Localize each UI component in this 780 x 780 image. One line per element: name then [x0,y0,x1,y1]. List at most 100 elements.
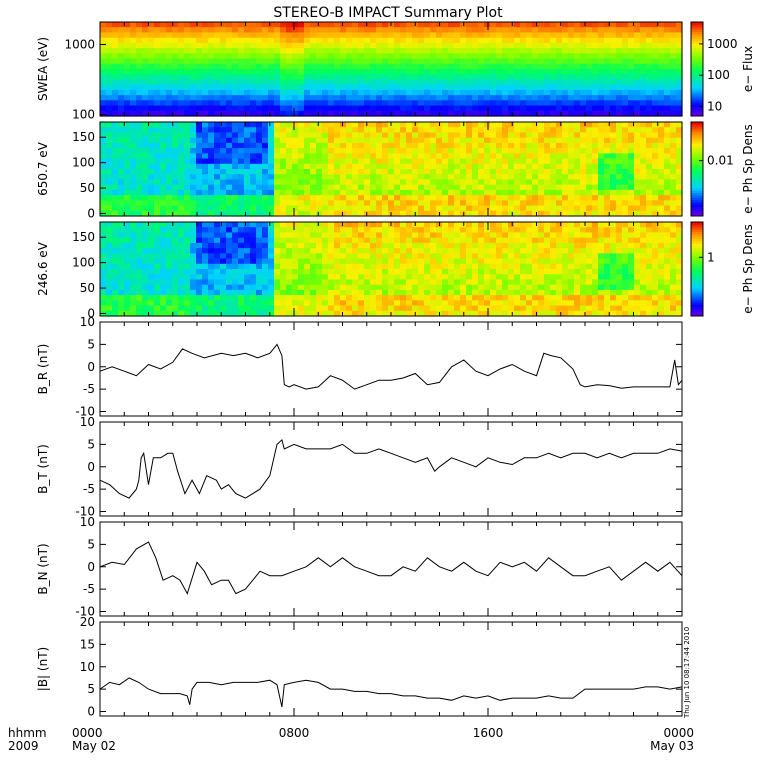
spectrogram-cell [310,63,317,70]
spectrogram-cell [160,189,167,196]
spectrogram-cell [658,63,665,70]
spectrogram-cell [550,89,557,96]
spectrogram-cell [412,132,419,139]
spectrogram-cell [238,253,245,260]
spectrogram-cell [478,74,485,81]
spectrogram-cell [358,53,365,60]
spectrogram-cell [130,79,137,86]
spectrogram-cell [262,105,269,112]
spectrogram-cell [484,263,491,270]
spectrogram-cell [532,205,539,212]
spectrogram-cell [262,84,269,91]
spectrogram-cell [544,222,551,228]
spectrogram-cell [460,158,467,165]
spectrogram-cell [436,295,443,301]
spectrogram-cell [250,195,257,201]
spectrogram-cell [502,200,509,207]
spectrogram-cell [346,289,353,296]
spectrogram-cell [340,222,347,228]
spectrogram-cell [322,200,329,207]
spectrogram-cell [310,132,317,139]
spectrogram-cell [370,148,377,154]
spectrogram-cell [142,253,149,260]
spectrogram-cell [130,242,137,249]
spectrogram-cell [448,79,455,86]
spectrogram-cell [580,110,587,117]
spectrogram-cell [172,253,179,260]
colorbar-cell [691,106,703,110]
spectrogram-cell [442,158,449,165]
spectrogram-cell [346,153,353,160]
spectrogram-cell [442,274,449,281]
spectrogram-cell [622,200,629,207]
spectrogram-cell [490,53,497,60]
spectrogram-cell [544,195,551,201]
spectrogram-cell [622,179,629,186]
spectrogram-cell [448,110,455,117]
spectrogram-cell [670,137,677,144]
spectrogram-cell [100,163,107,170]
spectrogram-cell [610,200,617,207]
spectrogram-cell [496,158,503,165]
spectrogram-cell [112,132,119,139]
spectrogram-cell [202,153,209,160]
spectrogram-cell [376,105,383,112]
spectrogram-cell [490,269,497,275]
spectrogram-cell [340,279,347,286]
spectrogram-cell [538,37,545,44]
spectrogram-cell [370,232,377,239]
spectrogram-cell [196,148,203,154]
spectrogram-cell [538,32,545,39]
spectrogram-cell [286,310,293,317]
spectrogram-cell [136,37,143,44]
spectrogram-cell [268,174,275,181]
spectrogram-cell [346,210,353,217]
spectrogram-cell [184,305,191,312]
spectrogram-cell [316,248,323,254]
spectrogram-cell [118,153,125,160]
spectrogram-cell [370,158,377,165]
colorbar-cell [691,24,703,28]
spectrogram-cell [154,79,161,86]
spectrogram-cell [322,110,329,117]
colorbar-cell [691,36,703,39]
spectrogram-cell [244,305,251,312]
spectrogram-cell [184,248,191,254]
spectrogram-cell [532,84,539,91]
spectrogram-cell [424,269,431,275]
spectrogram-cell [334,279,341,286]
spectrogram-cell [364,227,371,234]
spectrogram-cell [316,79,323,86]
spectrogram-cell [232,169,239,175]
spectrogram-cell [658,200,665,207]
colorbar-cell [691,76,703,79]
spectrogram-cell [184,122,191,128]
spectrogram-cell [298,184,305,191]
spectrogram-cell [220,174,227,181]
spectrogram-cell [250,237,257,244]
spectrogram-cell [292,263,299,270]
spectrogram-cell [652,22,659,28]
spectrogram-cell [388,295,395,301]
spectrogram-cell [448,148,455,154]
spectrogram-cell [394,205,401,212]
spectrogram-cell [448,22,455,28]
spectrogram-cell [394,74,401,81]
spectrogram-cell [634,127,641,134]
spectrogram-cell [178,122,185,128]
spectrogram-cell [508,105,515,112]
spectrogram-cell [262,179,269,186]
spectrogram-cell [148,274,155,281]
spectrogram-cell [358,205,365,212]
spectrogram-cell [508,210,515,217]
spectrogram-cell [196,27,203,34]
spectrogram-cell [430,289,437,296]
spectrogram-cell [196,53,203,60]
spectrogram-cell [304,248,311,254]
spectrogram-cell [550,22,557,28]
spectrogram-cell [424,205,431,212]
spectrogram-cell [292,48,299,54]
spectrogram-cell [610,110,617,117]
plot-title: STEREO-B IMPACT Summary Plot [273,5,503,21]
spectrogram-cell [316,169,323,175]
